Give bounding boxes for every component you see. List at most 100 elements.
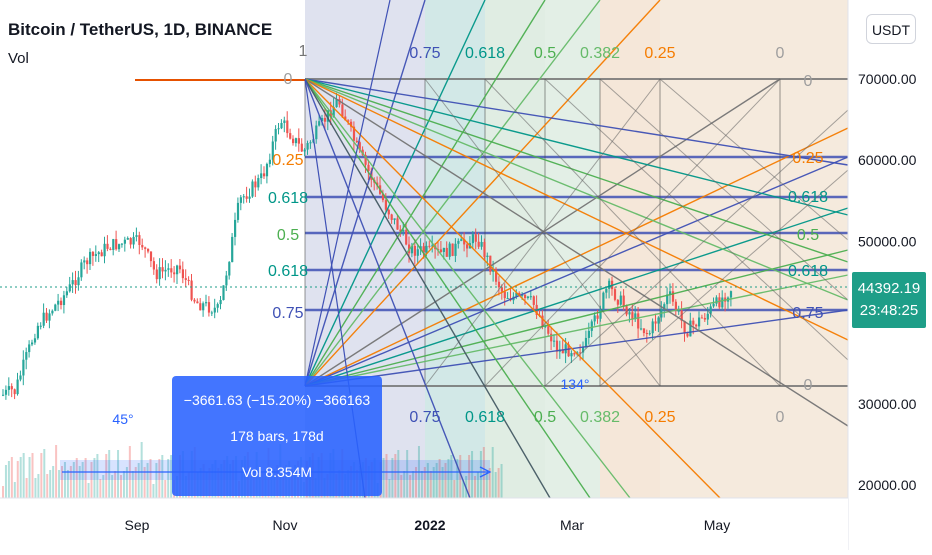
candle-body [474,234,477,242]
volume-bar [158,459,161,498]
candle-body [65,291,68,296]
candle-body [234,219,237,237]
candle-body [352,126,356,141]
candle-body [222,285,225,300]
candle-body [518,292,521,296]
volume-indicator-label[interactable]: Vol [8,50,29,67]
candle-body [712,303,715,307]
bottom-level-label-5: 0 [776,409,785,426]
candle-body [115,239,118,250]
candle-body [294,138,298,144]
candle-body [257,178,260,188]
fan-down-9 [304,78,551,499]
measure-tooltip[interactable]: −3661.63 (−15.20%) −366163 178 bars, 178… [172,376,382,496]
volume-bar [66,470,69,498]
candle-body [219,299,222,305]
candle-body [323,117,327,122]
candle-body [634,313,637,320]
gann-band-5 [660,0,848,498]
volume-bar [447,459,450,498]
candle-body [466,244,469,249]
candle-body [413,245,416,256]
candle-body [193,299,196,302]
volume-bar [111,475,114,498]
candle-body [341,104,344,117]
fan-up-11 [304,309,849,387]
fan-down-0 [304,78,849,166]
x-tick-label: 2022 [414,517,445,533]
volume-bar [406,450,409,498]
volume-bar [479,451,482,498]
candle-body [454,243,457,256]
volume-bar [99,479,102,498]
candle-body [631,312,634,320]
candle-body [164,269,167,272]
candle-body [637,313,640,329]
gann-lines [304,0,849,499]
candle-body [463,239,466,245]
bottom-level-label-2: 0.5 [534,409,556,426]
candle-body [683,320,686,334]
candle-body [495,269,498,282]
candle-body [251,181,254,197]
grid-diag-6 [484,78,781,387]
fan-up-0 [304,0,426,387]
candle-body [439,249,443,252]
candle-body [10,386,13,390]
volume-bar [412,471,415,498]
volume-bar [456,459,459,498]
candle-body [277,128,280,130]
candle-body [500,287,503,292]
candle-body [425,245,428,253]
top-level-label-0: 0.75 [409,45,440,62]
candle-body [703,317,706,320]
volume-bar [31,453,34,498]
time-axis-bg [0,498,848,550]
candle-body [173,272,176,275]
left-level-label-3: 0.5 [277,227,299,244]
candle-body [628,312,631,315]
candle-body [700,317,704,319]
volume-bar [170,455,173,498]
grid-diag-7 [544,109,849,387]
candle-body [91,251,95,256]
fan-angle-label: 134° [561,376,590,392]
candle-body [42,312,45,326]
candle-body [698,317,701,327]
x-tick-label: Mar [560,517,584,533]
candle-body [616,299,619,305]
currency-button[interactable]: USDT [866,14,916,44]
candle-body [100,252,103,257]
volume-bar [102,475,105,498]
candle-body [442,247,445,252]
gann-band-3 [545,0,600,498]
candle-body [303,149,306,152]
top-level-label-5: 0 [776,45,785,62]
candle-body [60,300,63,306]
candle-body [274,129,277,142]
candle-body [22,359,25,376]
candle-body [503,291,506,299]
candle-body [106,243,109,249]
candle-body [381,193,385,201]
candle-body [645,333,648,335]
left-level-label-5: 0.75 [272,305,303,322]
candle-body [332,107,335,118]
candle-body [205,302,208,304]
candle-body [671,291,675,302]
grid-diag-3 [599,78,849,301]
volume-bar [19,457,22,498]
fan-up-3 [304,0,601,387]
y-tick-label: 30000.00 [858,396,917,412]
candle-body [260,173,263,179]
candle-body [605,288,608,293]
candle-body [680,310,683,321]
candle-body [51,310,54,314]
candle-body [399,229,402,232]
candle-body [118,244,121,250]
volume-bar [4,465,7,498]
gann-labels: 0.75 0.618 0.5 0.382 0.25 0 0.75 0.618 0.5 0.382 0… [112,43,828,427]
measure-volume: Vol 8.354M [241,464,313,480]
right-level-label-0: 0 [804,73,813,90]
